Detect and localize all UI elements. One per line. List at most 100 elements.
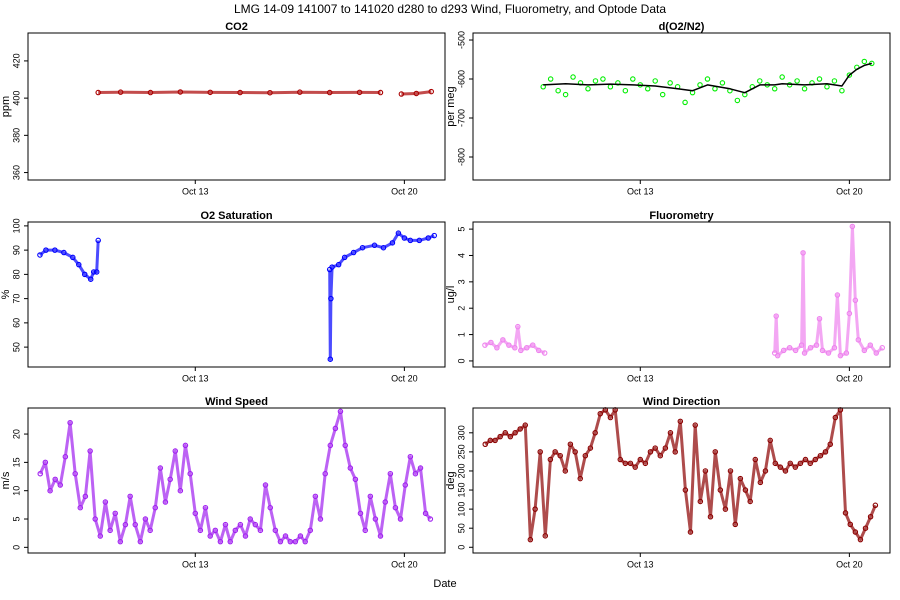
data-point bbox=[82, 493, 89, 500]
data-point bbox=[801, 350, 808, 356]
data-point bbox=[227, 538, 233, 545]
data-point bbox=[167, 476, 173, 483]
data-point bbox=[425, 235, 432, 241]
panel-title: Wind Speed bbox=[205, 396, 268, 408]
data-point bbox=[834, 292, 841, 298]
data-point bbox=[802, 456, 809, 463]
data-point bbox=[412, 470, 419, 477]
data-point bbox=[852, 297, 859, 304]
data-point bbox=[734, 97, 741, 104]
data-point bbox=[555, 87, 561, 94]
data-point bbox=[401, 235, 408, 241]
data-point bbox=[547, 76, 554, 82]
data-point bbox=[727, 468, 734, 474]
data-point bbox=[407, 453, 414, 460]
y-tick-label: 100 bbox=[456, 502, 466, 517]
data-point bbox=[47, 487, 53, 494]
data-point bbox=[87, 448, 93, 454]
data-point bbox=[816, 76, 823, 82]
data-point bbox=[682, 99, 688, 106]
data-point bbox=[341, 254, 348, 261]
y-tick-label: 3 bbox=[456, 279, 466, 284]
data-point bbox=[342, 442, 348, 449]
data-point bbox=[627, 460, 634, 467]
data-point bbox=[272, 527, 279, 534]
y-tick-label: 4 bbox=[456, 253, 466, 258]
data-point bbox=[402, 482, 409, 488]
data-point bbox=[752, 456, 759, 463]
data-point bbox=[177, 89, 184, 95]
data-point bbox=[537, 449, 543, 455]
data-point bbox=[779, 74, 785, 80]
data-point bbox=[389, 240, 396, 246]
data-point bbox=[357, 510, 364, 517]
data-point bbox=[217, 538, 224, 545]
data-point bbox=[585, 86, 591, 92]
data-point bbox=[347, 465, 354, 471]
data-point bbox=[622, 87, 629, 94]
data-point bbox=[542, 533, 549, 539]
data-point bbox=[771, 350, 778, 356]
series-line bbox=[484, 225, 884, 358]
x-tick-label: Oct 13 bbox=[182, 186, 209, 196]
plot-frame bbox=[27, 221, 446, 368]
y-axis-label: ppm bbox=[0, 96, 12, 117]
data-point bbox=[582, 452, 589, 459]
data-point bbox=[307, 527, 314, 534]
data-point bbox=[92, 516, 98, 522]
data-point bbox=[350, 249, 357, 256]
data-point bbox=[817, 452, 824, 459]
data-point bbox=[152, 504, 159, 511]
data-point bbox=[492, 437, 498, 444]
data-point bbox=[117, 89, 124, 95]
data-point bbox=[157, 465, 164, 471]
data-point bbox=[732, 521, 739, 528]
figure-title: LMG 14-09 141007 to 141020 d280 to d293 … bbox=[234, 2, 666, 16]
data-point bbox=[879, 345, 885, 351]
data-point bbox=[407, 237, 414, 244]
plot-frame bbox=[472, 407, 891, 554]
x-tick-label: Oct 20 bbox=[836, 559, 863, 569]
y-axis-label: % bbox=[0, 289, 12, 299]
data-point bbox=[277, 538, 284, 545]
data-point bbox=[682, 487, 689, 493]
data-point bbox=[507, 433, 514, 440]
data-point bbox=[72, 470, 78, 477]
y-tick-label: 100 bbox=[11, 218, 21, 233]
data-point bbox=[312, 493, 319, 500]
data-point bbox=[637, 456, 644, 463]
data-point bbox=[257, 527, 264, 534]
data-point bbox=[395, 230, 402, 236]
data-point bbox=[607, 414, 614, 421]
y-tick-label: 15 bbox=[11, 457, 21, 467]
data-point bbox=[329, 264, 335, 270]
panel-title: Wind Direction bbox=[643, 396, 721, 408]
data-point bbox=[827, 441, 834, 447]
data-point bbox=[328, 295, 334, 302]
data-point bbox=[767, 437, 773, 444]
y-tick-label: 0 bbox=[456, 545, 466, 550]
data-point bbox=[172, 448, 179, 454]
data-point bbox=[518, 347, 524, 354]
data-point bbox=[547, 456, 554, 463]
data-point bbox=[372, 516, 379, 522]
data-point bbox=[800, 250, 806, 256]
data-point bbox=[692, 422, 698, 428]
x-tick-label: Oct 13 bbox=[182, 373, 209, 383]
data-point bbox=[52, 476, 58, 483]
y-tick-label: 0 bbox=[456, 358, 466, 363]
plot-frame bbox=[472, 221, 891, 368]
data-point bbox=[398, 91, 405, 97]
y-tick-label: 360 bbox=[11, 165, 21, 180]
data-point bbox=[657, 452, 664, 459]
y-tick-label: 5 bbox=[456, 227, 466, 232]
y-axis-label: deg bbox=[445, 471, 457, 489]
data-point bbox=[824, 84, 830, 90]
data-point bbox=[807, 460, 813, 467]
data-point bbox=[855, 337, 862, 343]
data-point bbox=[839, 87, 845, 94]
data-point bbox=[780, 347, 787, 354]
data-point bbox=[816, 316, 823, 322]
data-point bbox=[792, 464, 799, 470]
